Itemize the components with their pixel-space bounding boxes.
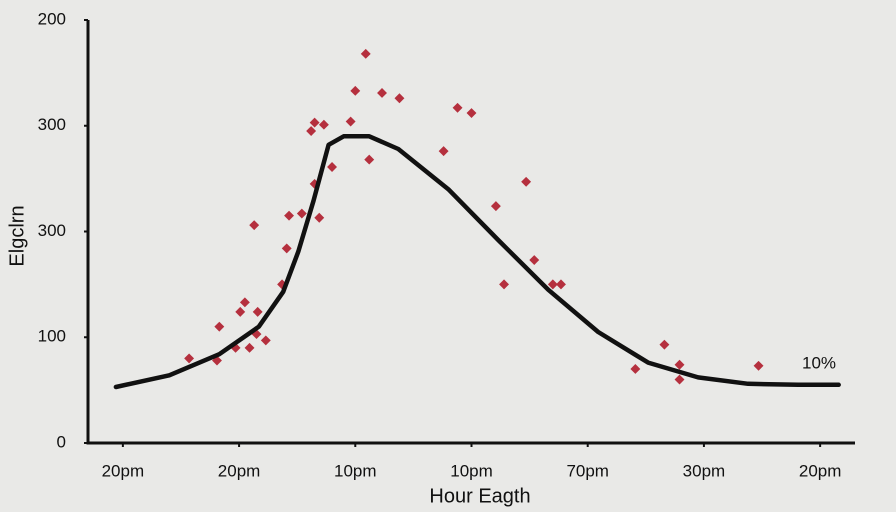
- x-tick-label: 10pm: [450, 461, 493, 480]
- y-tick-label: 300: [38, 221, 66, 240]
- x-tick-label: 20pm: [102, 461, 145, 480]
- y-axis-label: Elgclrn: [6, 205, 28, 266]
- scatter-point: [244, 342, 255, 353]
- scatter-point: [314, 212, 325, 223]
- scatter-point: [438, 146, 449, 157]
- scatter-point: [466, 108, 477, 119]
- scatter-point: [260, 335, 271, 346]
- scatter-point: [364, 154, 375, 165]
- scatter-point: [296, 208, 307, 219]
- scatter-point: [674, 359, 685, 370]
- scatter-point: [306, 126, 317, 136]
- line-series: [113, 134, 841, 390]
- scatter-point: [360, 48, 371, 59]
- scatter-point: [521, 176, 532, 187]
- scatter-point: [184, 353, 195, 364]
- scatter-point: [529, 255, 540, 266]
- scatter-point: [249, 220, 260, 231]
- scatter-point: [547, 279, 558, 290]
- scatter-point: [394, 93, 405, 104]
- scatter-point: [252, 306, 263, 317]
- scatter-point: [674, 374, 685, 385]
- scatter-point: [235, 306, 246, 317]
- scatter-point: [327, 162, 337, 172]
- scatter-point: [318, 119, 329, 130]
- scatter-point: [309, 117, 320, 128]
- x-tick-label: 20pm: [799, 461, 842, 480]
- y-tick-label: 200: [38, 9, 66, 28]
- scatter-point: [284, 210, 294, 221]
- scatter-point: [753, 360, 764, 371]
- scatter-point: [350, 85, 361, 96]
- x-axis-label: Hour Eagth: [429, 485, 530, 507]
- annotation: 10%: [802, 353, 836, 372]
- y-tick-label: 300: [38, 115, 66, 134]
- x-tick-label: 70pm: [566, 461, 609, 480]
- scatter-point: [452, 102, 463, 113]
- scatter-point: [377, 88, 387, 98]
- y-tick-label: 0: [57, 432, 66, 451]
- y-tick-label: 100: [38, 327, 66, 346]
- x-tick-label: 10pm: [334, 461, 377, 480]
- scatter-point: [490, 201, 501, 212]
- scatter-point: [499, 279, 509, 290]
- x-tick-label: 30pm: [683, 461, 726, 480]
- scatter-point: [345, 116, 356, 127]
- scatter-point: [239, 297, 250, 308]
- scatter-point: [214, 321, 225, 332]
- scatter-point: [556, 279, 566, 290]
- scatter-point: [630, 364, 641, 374]
- scatter-point: [281, 243, 292, 254]
- scatter-point: [659, 339, 670, 350]
- x-tick-label: 20pm: [218, 461, 261, 480]
